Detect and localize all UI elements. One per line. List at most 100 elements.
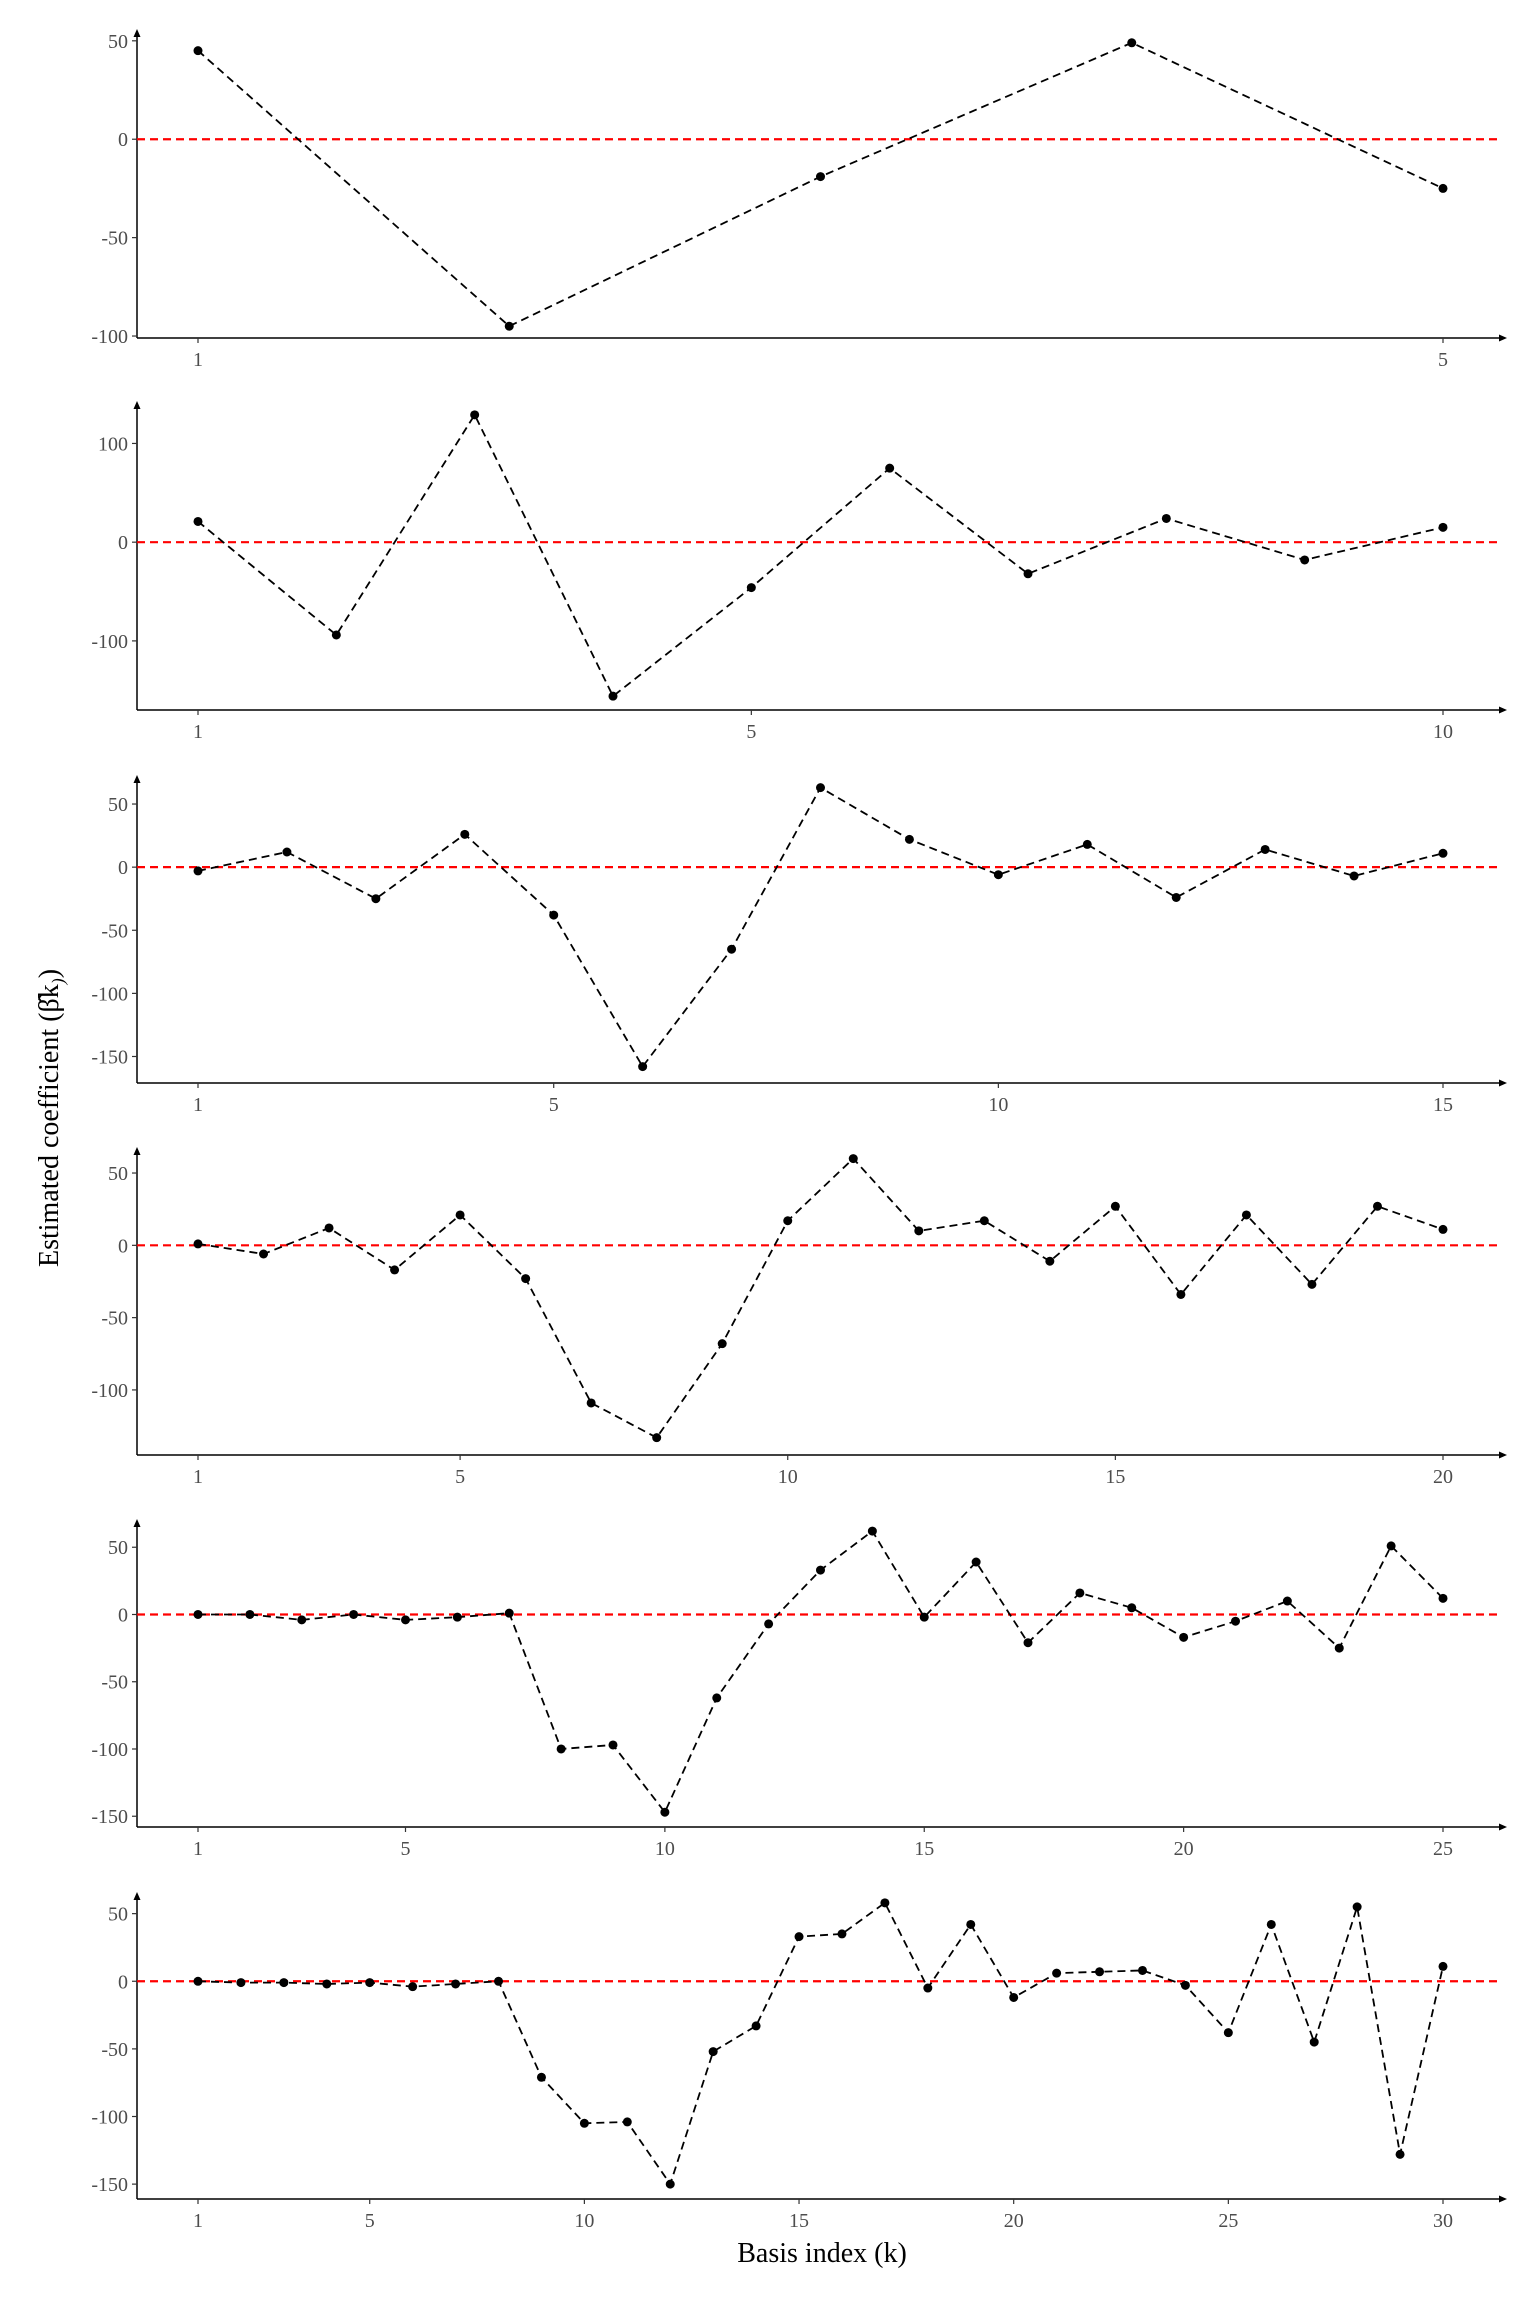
x-tick-label: 5 [549, 1094, 559, 1116]
coefficient-point [1309, 2037, 1319, 2047]
coefficient-point [324, 1223, 334, 1233]
coefficient-point [1438, 1224, 1448, 1234]
y-axis-arrow-icon [133, 1147, 141, 1155]
coefficient-point [919, 1612, 929, 1622]
coefficient-point [1176, 1289, 1186, 1299]
coefficient-point [751, 2021, 761, 2031]
panel-2: 100 0 -100 1 5 10 [91, 401, 1507, 743]
x-axis-arrow-icon [1499, 1079, 1507, 1087]
coefficient-point [1282, 1596, 1292, 1606]
coefficient-series-line [197, 786, 1444, 1069]
coefficient-point [455, 1210, 465, 1220]
coefficient-point [408, 1982, 418, 1992]
coefficient-point [470, 410, 480, 420]
coefficient-point [549, 910, 559, 920]
coefficient-point [1386, 1541, 1396, 1551]
x-tick-label: 5 [401, 1838, 411, 1860]
coefficient-point [1095, 1967, 1105, 1977]
coefficient-point [297, 1615, 307, 1625]
coefficient-point [282, 847, 292, 857]
coefficient-point [236, 1978, 246, 1988]
coefficient-point [193, 1239, 203, 1249]
coefficient-point [1438, 183, 1448, 193]
y-tick-label: 0 [118, 532, 128, 554]
coefficient-point [966, 1919, 976, 1929]
x-tick-label: 1 [193, 2210, 203, 2232]
x-tick-label: 10 [988, 1094, 1008, 1116]
y-tick-label: -50 [101, 228, 128, 250]
coefficient-point [816, 172, 825, 182]
coefficient-point [638, 1062, 648, 1072]
y-tick-label: -50 [101, 920, 128, 942]
coefficient-point [708, 2047, 718, 2057]
y-tick-label: 0 [118, 1604, 128, 1626]
y-tick-label: 50 [108, 1537, 128, 1559]
x-tick-label: 10 [1433, 721, 1453, 743]
coefficient-point [193, 46, 203, 56]
coefficient-point [1110, 1201, 1120, 1211]
coefficient-point [193, 866, 203, 876]
y-tick-label: 0 [118, 857, 128, 879]
coefficient-point [885, 463, 895, 473]
coefficient-point [1438, 1961, 1448, 1971]
coefficient-point [1075, 1588, 1085, 1598]
y-tick-label: -50 [101, 1308, 128, 1330]
x-tick-label: 1 [193, 349, 203, 371]
coefficient-point [652, 1433, 662, 1443]
x-axis-arrow-icon [1499, 1451, 1507, 1459]
coefficient-point [1171, 892, 1181, 902]
coefficient-point [1438, 1593, 1448, 1603]
coefficient-point [1009, 1992, 1019, 2002]
coefficient-point [521, 1274, 531, 1284]
coefficient-point [349, 1609, 359, 1619]
coefficient-series-line [197, 41, 1444, 328]
coefficient-point [794, 1932, 804, 1942]
x-tick-label: 20 [1174, 1838, 1194, 1860]
x-tick-label: 10 [574, 2210, 594, 2232]
coefficient-point [331, 630, 341, 640]
coefficient-point [608, 691, 618, 701]
coefficient-point [904, 834, 914, 844]
coefficient-point [579, 2118, 589, 2128]
coefficient-point [193, 516, 203, 526]
coefficient-point [401, 1615, 410, 1625]
x-tick-label: 5 [365, 2210, 375, 2232]
y-tick-label: -150 [91, 1046, 128, 1068]
x-tick-label: 5 [746, 721, 756, 743]
coefficient-point [279, 1978, 289, 1988]
coefficient-point [1438, 522, 1448, 532]
coefficient-point [914, 1226, 924, 1236]
y-tick-label: -100 [91, 1380, 128, 1402]
coefficient-point [1307, 1279, 1317, 1289]
y-axis-arrow-icon [133, 1892, 141, 1900]
y-axis-label: Estimated coefficient (β̂k)) [34, 969, 69, 1267]
coefficient-point [1161, 513, 1171, 523]
coefficient-point [193, 1976, 203, 1986]
y-tick-label: 100 [98, 433, 128, 455]
y-tick-label: -100 [91, 2107, 128, 2129]
coefficient-point [1023, 1638, 1033, 1648]
coefficient-point [494, 1976, 504, 1986]
x-tick-label: 10 [655, 1838, 675, 1860]
x-tick-label: 20 [1433, 1466, 1453, 1488]
coefficient-point [586, 1398, 596, 1408]
coefficient-point [665, 2179, 675, 2189]
x-tick-label: 30 [1433, 2210, 1453, 2232]
coefficient-point [1180, 1980, 1190, 1990]
coefficient-point [622, 2117, 632, 2127]
coefficient-point [1300, 555, 1310, 565]
y-tick-label: 50 [108, 794, 128, 816]
y-axis-arrow-icon [133, 775, 141, 783]
coefficient-point [1179, 1632, 1189, 1642]
coefficient-point [504, 321, 514, 331]
coefficient-point [837, 1929, 847, 1939]
x-axis-arrow-icon [1499, 2195, 1507, 2203]
coefficient-point [993, 870, 1003, 880]
x-tick-label: 1 [193, 1466, 203, 1488]
x-axis-label: Basis index (k) [737, 2238, 907, 2269]
x-tick-label: 1 [193, 1838, 203, 1860]
y-tick-label: 50 [108, 1904, 128, 1926]
coefficient-point [783, 1216, 793, 1226]
